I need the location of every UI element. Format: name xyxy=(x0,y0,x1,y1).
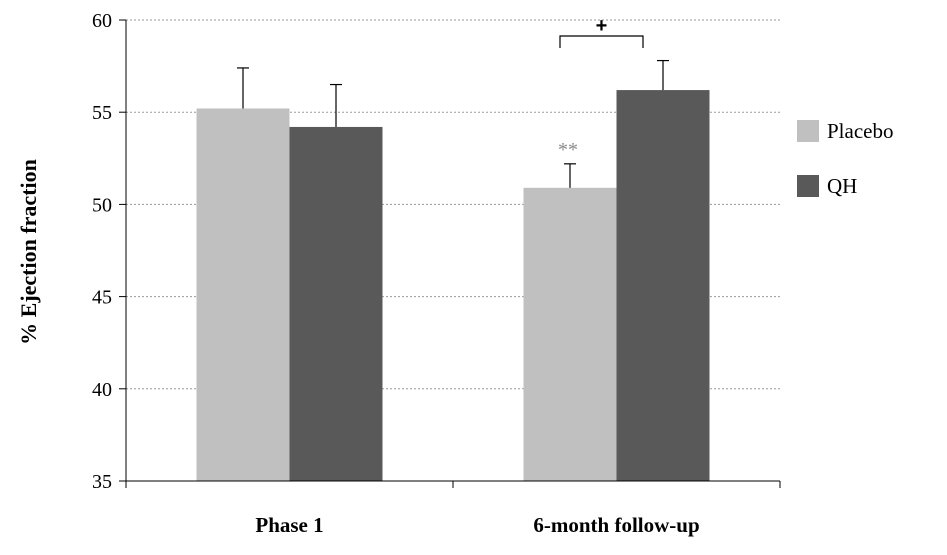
bar xyxy=(196,108,290,482)
y-tick-labels: 35 40 45 50 55 60 xyxy=(92,10,112,493)
error-bars xyxy=(237,59,669,188)
category-label: Phase 1 xyxy=(255,513,323,537)
legend-swatch xyxy=(797,175,819,197)
y-tick-label: 40 xyxy=(92,379,112,401)
legend-swatch xyxy=(797,120,819,142)
y-tick-label: 55 xyxy=(92,102,112,124)
bar xyxy=(523,187,617,481)
y-tick-label: 35 xyxy=(92,471,112,493)
annotations: ** + xyxy=(558,15,644,161)
bars xyxy=(196,90,710,482)
axes xyxy=(119,19,781,488)
legend: Placebo QH xyxy=(797,119,893,198)
significance-plus: + xyxy=(596,15,608,37)
significance-stars: ** xyxy=(558,139,578,161)
y-tick-label: 50 xyxy=(92,194,112,216)
legend-label: QH xyxy=(827,174,857,198)
category-labels: Phase 1 6-month follow-up xyxy=(255,513,699,537)
y-tick-label: 60 xyxy=(92,10,112,32)
bar xyxy=(616,90,710,482)
significance-bracket xyxy=(559,35,644,48)
bar xyxy=(289,126,383,482)
legend-label: Placebo xyxy=(827,119,893,143)
y-axis-label: % Ejection fraction xyxy=(16,159,41,345)
category-label: 6-month follow-up xyxy=(533,513,699,537)
y-tick-label: 45 xyxy=(92,287,112,309)
